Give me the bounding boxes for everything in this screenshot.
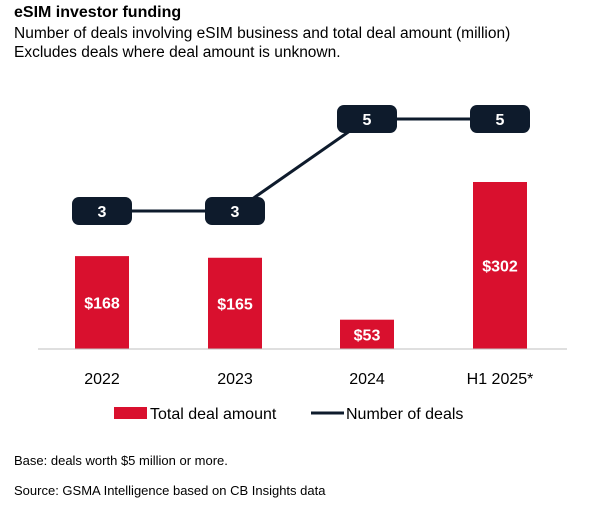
bar-value-label: $168 [84, 296, 120, 313]
legend-swatch-total-deal-amount [114, 407, 147, 419]
chart-subtitle: Number of deals involving eSIM business … [14, 24, 510, 62]
subtitle-line-1: Number of deals involving eSIM business … [14, 25, 511, 42]
footnote-source: Source: GSMA Intelligence based on CB In… [14, 483, 326, 498]
bar-h1-2025- [473, 182, 527, 349]
x-tick-label: 2023 [217, 371, 253, 388]
deals-line [102, 117, 500, 213]
bars-layer: $168 $165 $53 $302 [75, 182, 527, 349]
bar-value-label: $302 [482, 259, 518, 276]
bar-2023 [208, 257, 262, 349]
x-tick-label: H1 2025* [467, 371, 534, 388]
deal-count-marker [470, 105, 530, 133]
bar-value-label: $53 [354, 327, 381, 344]
x-tick-label: 2024 [349, 371, 385, 388]
legend: Total deal amount Number of deals [114, 406, 463, 423]
x-tick-labels: 2022 2023 2024 H1 2025* [84, 371, 533, 388]
subtitle-line-2: Excludes deals where deal amount is unkn… [14, 44, 341, 61]
deal-count-label: 3 [98, 204, 107, 221]
legend-label-number-of-deals: Number of deals [346, 406, 463, 423]
deal-count-label: 3 [231, 204, 240, 221]
bar-2022 [75, 256, 129, 349]
deal-count-marker [72, 197, 132, 225]
x-tick-label: 2022 [84, 371, 120, 388]
chart-title: eSIM investor funding [14, 4, 182, 21]
legend-label-total-deal-amount: Total deal amount [150, 406, 277, 423]
footnote-base: Base: deals worth $5 million or more. [14, 453, 228, 468]
deal-count-marker [337, 105, 397, 133]
bar-2024 [340, 319, 394, 349]
funding-chart: $168 $165 $53 $302 3 3 5 5 2022 2023 2024 H1 2025… [38, 105, 567, 423]
deal-count-label: 5 [363, 112, 372, 129]
deal-count-marker [205, 197, 265, 225]
deal-count-label: 5 [496, 112, 505, 129]
deals-line-layer: 3 3 5 5 [72, 105, 530, 225]
bar-value-label: $165 [217, 296, 253, 313]
